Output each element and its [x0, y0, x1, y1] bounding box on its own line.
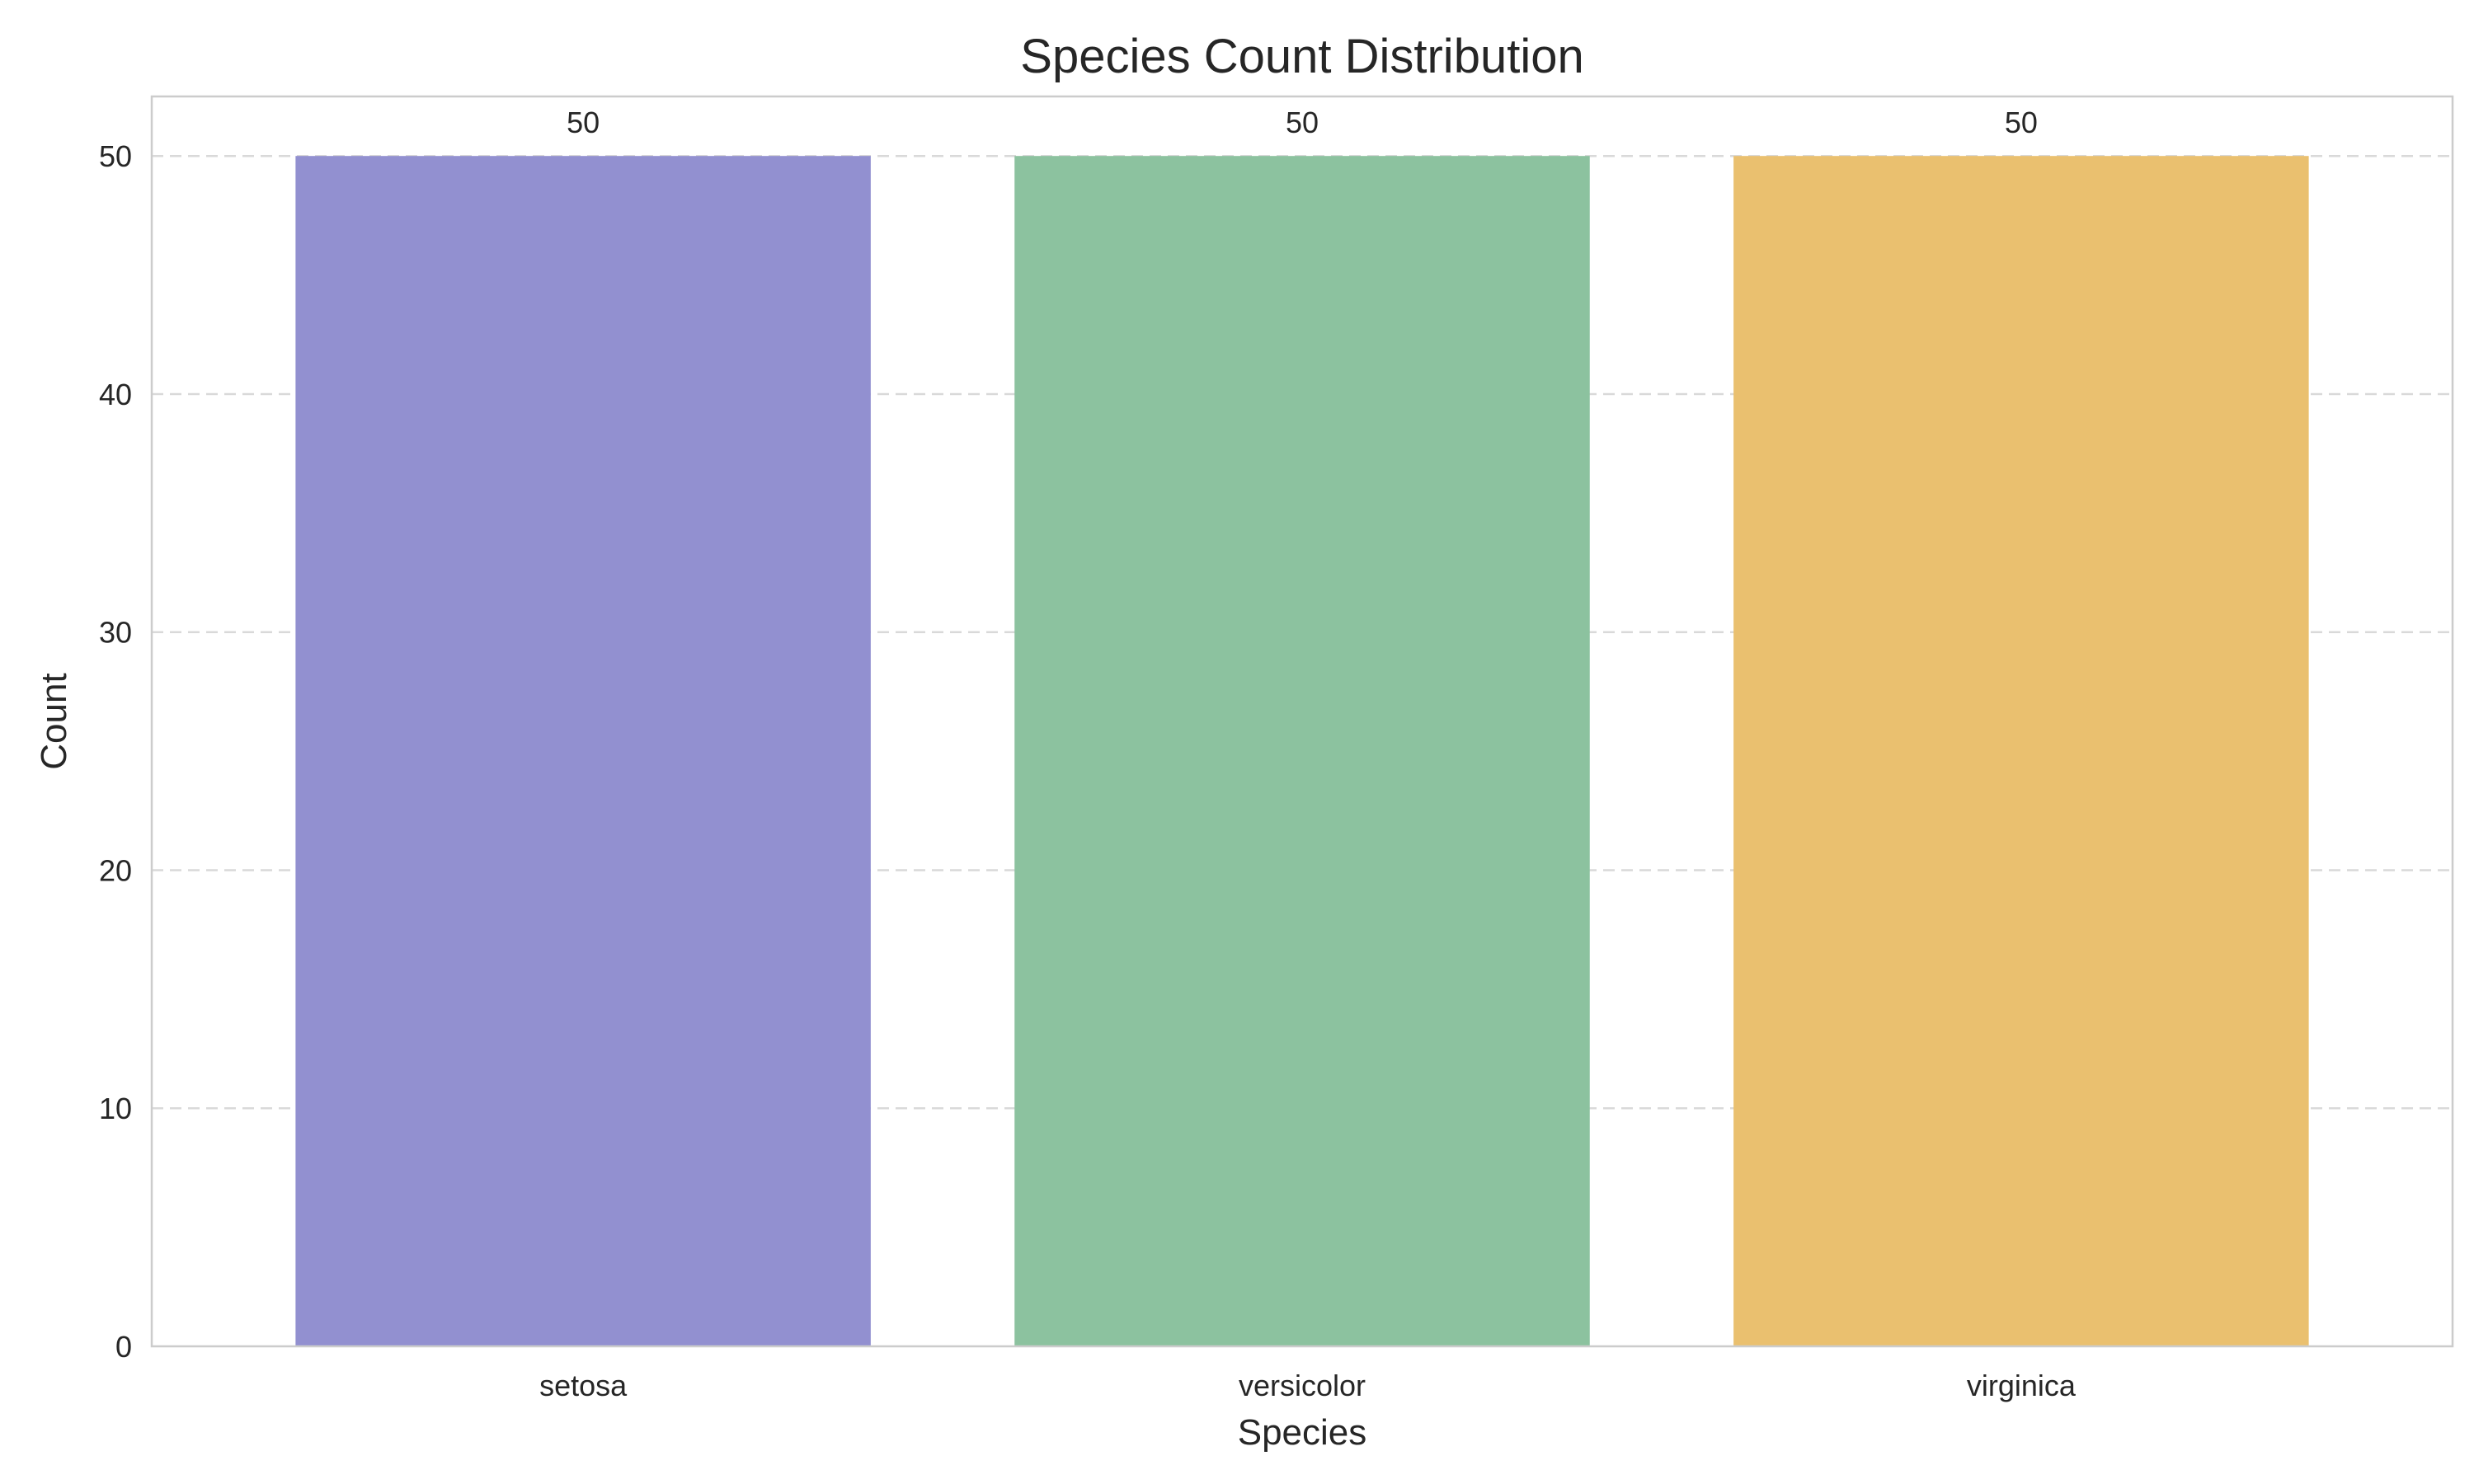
data-labels: 50 50 50	[567, 106, 2038, 139]
y-tick-label: 20	[99, 853, 132, 887]
x-tick-label-virginica: virginica	[1967, 1369, 2077, 1402]
bar-setosa	[295, 156, 871, 1347]
y-tick-label: 40	[99, 378, 132, 411]
chart-title: Species Count Distribution	[1020, 30, 1583, 83]
x-tick-label-setosa: setosa	[539, 1369, 628, 1402]
bar-versicolor	[1014, 156, 1590, 1347]
y-tick-label: 10	[99, 1092, 132, 1125]
y-tick-label: 0	[115, 1330, 132, 1364]
y-tick-label: 50	[99, 139, 132, 173]
data-label-setosa: 50	[567, 106, 600, 139]
x-axis-ticks: setosa versicolor virginica	[539, 1369, 2077, 1402]
bar-virginica	[1733, 156, 2309, 1347]
data-label-virginica: 50	[2005, 106, 2038, 139]
plot-area-frame	[150, 95, 2454, 1348]
bars	[295, 156, 2309, 1347]
y-tick-label: 30	[99, 616, 132, 650]
data-label-versicolor: 50	[1286, 106, 1319, 139]
x-axis-label: Species	[1238, 1412, 1367, 1453]
x-tick-label-versicolor: versicolor	[1239, 1369, 1366, 1402]
y-axis-label: Count	[34, 673, 74, 769]
y-axis-ticks: 0 10 20 30 40 50	[99, 139, 132, 1364]
